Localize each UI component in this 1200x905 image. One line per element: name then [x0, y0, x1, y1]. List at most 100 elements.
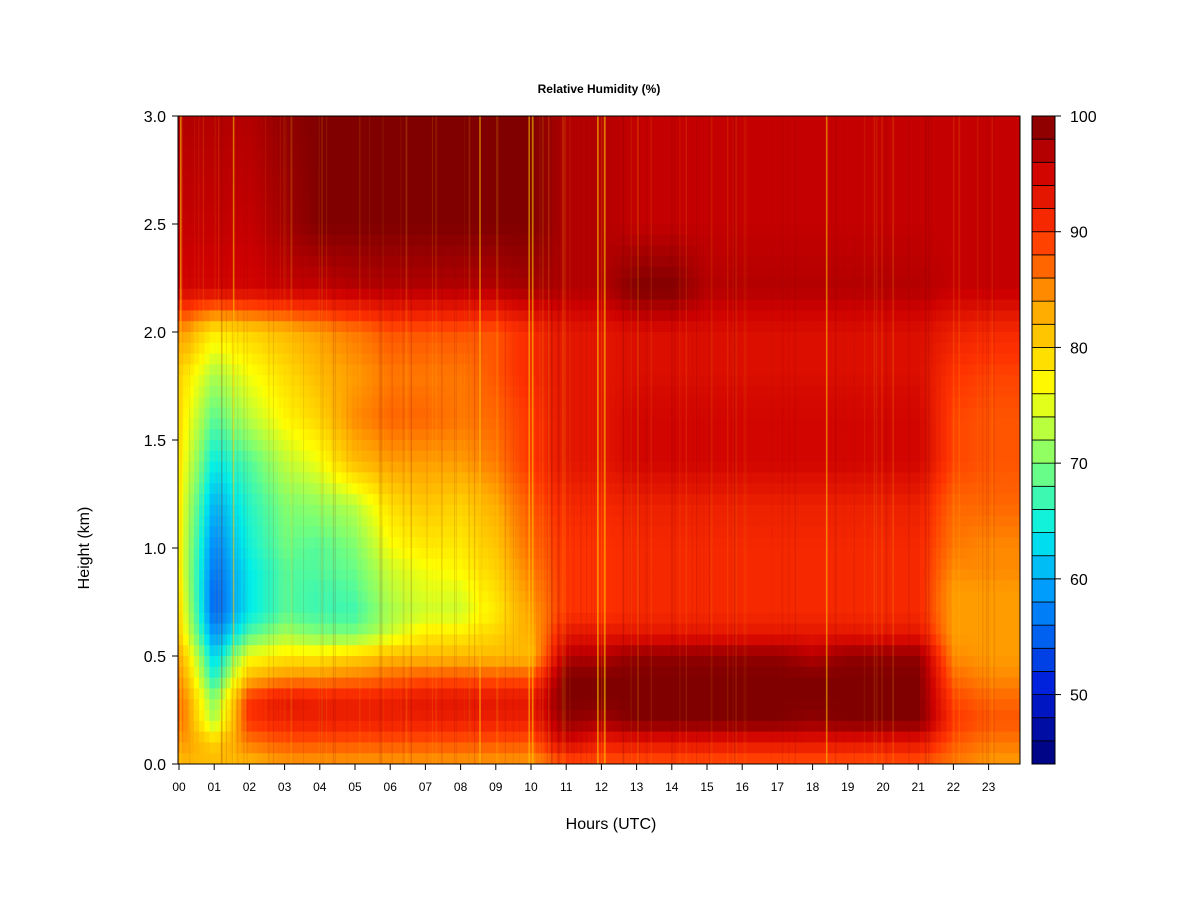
heatmap-cell — [588, 710, 595, 722]
heatmap-cell — [420, 548, 426, 560]
heatmap-cell — [541, 440, 547, 452]
heatmap-cell — [314, 440, 321, 452]
heatmap-cell — [241, 407, 248, 419]
heatmap-cell — [209, 710, 216, 722]
heatmap-cell — [330, 656, 337, 668]
heatmap-cell — [283, 180, 290, 193]
heatmap-cell — [504, 494, 511, 506]
heatmap-cell — [551, 677, 558, 689]
heatmap-cell — [520, 224, 526, 236]
heatmap-cell — [209, 580, 216, 592]
heatmap-cell — [299, 375, 305, 387]
heatmap-cell — [509, 342, 516, 355]
heatmap-cell — [509, 742, 516, 754]
heatmap-cell — [220, 353, 226, 365]
heatmap-cell — [209, 213, 216, 225]
heatmap-cell — [183, 634, 190, 646]
heatmap-cell — [483, 656, 490, 668]
heatmap-cell — [420, 526, 426, 538]
heatmap-cell — [462, 202, 469, 214]
heatmap-cell — [356, 558, 363, 571]
heatmap-cell — [309, 116, 316, 128]
heatmap-cell — [462, 256, 469, 268]
heatmap-cell — [225, 137, 232, 149]
heatmap-cell — [430, 450, 437, 463]
heatmap-cell — [493, 418, 500, 430]
heatmap-cell — [362, 515, 369, 527]
heatmap-cell — [441, 267, 447, 279]
heatmap-cell — [214, 148, 221, 160]
heatmap-cell — [309, 224, 316, 236]
heatmap-cell — [451, 224, 458, 236]
heatmap-cell — [372, 137, 379, 149]
heatmap-cell — [446, 407, 453, 419]
heatmap-cell — [588, 537, 595, 549]
heatmap-cell — [356, 386, 363, 398]
heatmap-cell — [551, 515, 558, 527]
heatmap-cell — [446, 299, 453, 311]
heatmap-cell — [346, 310, 353, 322]
heatmap-cell — [504, 299, 511, 311]
heatmap-cell — [330, 580, 337, 592]
heatmap-cell — [335, 353, 342, 365]
heatmap-cell — [314, 234, 321, 247]
heatmap-cell — [362, 688, 369, 700]
heatmap-cell — [377, 753, 384, 764]
heatmap-cell — [372, 159, 379, 171]
heatmap-cell — [393, 180, 400, 193]
heatmap-cell — [335, 699, 342, 711]
heatmap-cell — [504, 332, 511, 344]
heatmap-cell — [420, 461, 426, 473]
heatmap-cell — [451, 580, 458, 592]
heatmap-cell — [409, 126, 416, 139]
heatmap-cell — [483, 202, 490, 214]
heatmap-cell — [388, 461, 395, 473]
heatmap-cell — [420, 224, 426, 236]
heatmap-cell — [304, 234, 311, 247]
heatmap-cell — [372, 180, 379, 193]
heatmap-cell — [362, 440, 369, 452]
heatmap-cell — [583, 731, 590, 743]
heatmap-cell — [467, 299, 474, 311]
heatmap-cell — [462, 450, 469, 463]
heatmap-cell — [241, 645, 248, 657]
heatmap-cell — [209, 321, 216, 333]
heatmap-cell — [320, 213, 326, 225]
heatmap-cell — [314, 558, 321, 571]
heatmap-cell — [477, 386, 484, 398]
heatmap-cell — [551, 710, 558, 722]
heatmap-cell — [493, 137, 500, 149]
heatmap-cell — [556, 375, 563, 387]
heatmap-cell — [351, 472, 358, 484]
heatmap-cell — [425, 612, 432, 625]
heatmap-cell — [404, 278, 411, 290]
heatmap-cell — [562, 418, 569, 430]
heatmap-cell — [235, 720, 242, 733]
heatmap-cell — [193, 720, 200, 733]
heatmap-cell — [567, 126, 574, 139]
heatmap-cell — [488, 148, 495, 160]
heatmap-cell — [599, 720, 605, 733]
heatmap-cell — [409, 742, 416, 754]
heatmap-cell — [441, 332, 447, 344]
heatmap-cell — [441, 494, 447, 506]
heatmap-cell — [541, 278, 547, 290]
heatmap-cell — [335, 137, 342, 149]
heatmap-cell — [362, 731, 369, 743]
heatmap-cell — [399, 299, 405, 311]
heatmap-cell — [314, 386, 321, 398]
heatmap-cell — [267, 299, 274, 311]
heatmap-cell — [341, 602, 347, 614]
heatmap-cell — [330, 267, 337, 279]
heatmap-cell — [414, 688, 421, 700]
heatmap-cell — [193, 440, 200, 452]
heatmap-cell — [383, 612, 390, 625]
heatmap-cell — [320, 688, 326, 700]
heatmap-cell — [493, 526, 500, 538]
heatmap-cell — [399, 321, 405, 333]
heatmap-cell — [556, 548, 563, 560]
heatmap-cell — [593, 137, 600, 149]
heatmap-cell — [209, 375, 216, 387]
heatmap-cell — [277, 558, 284, 571]
heatmap-cell — [341, 677, 347, 689]
